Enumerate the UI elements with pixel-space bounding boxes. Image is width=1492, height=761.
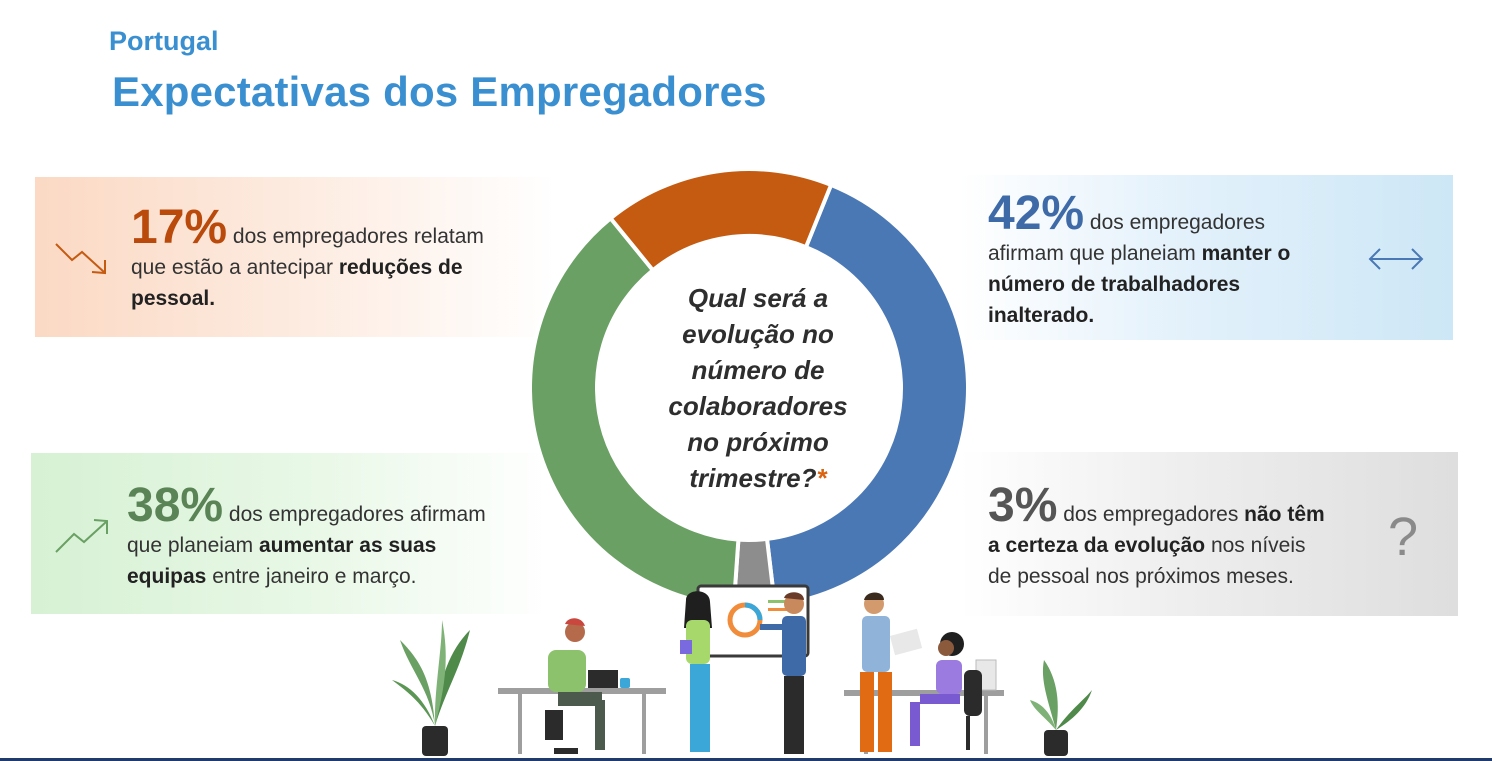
question-asterisk: * [816,463,827,493]
stat-maintain-bold2: número de trabalhadores [988,273,1241,296]
stat-unsure-text3: de pessoal nos próximos meses. [988,565,1294,588]
stat-maintain-value: 42% [988,187,1085,240]
trend-up-icon [55,519,108,553]
stat-unsure-bold2: a certeza da evolução [988,534,1206,557]
stat-reduce-bold: reduções de [338,256,463,279]
plant-left-icon [392,620,470,756]
stat-unsure-text1: dos empregadores [1057,503,1245,526]
plant-right-icon [1030,660,1092,756]
stat-increase-text2: que planeiam [127,534,259,557]
stat-maintain-text2: afirmam que planeiam [988,242,1202,265]
country-label: Portugal [109,26,219,56]
double-arrow-icon [1368,248,1424,270]
trend-down-icon [55,243,106,275]
question-line-5: no próximo [687,427,829,457]
question-line-2: evolução no [682,319,834,349]
office-people-illustration [392,584,1092,756]
question-line-1: Qual será a [687,283,829,313]
page-title: Expectativas dos Empregadores [112,68,767,115]
card-increase [31,453,551,614]
stat-increase-text3: entre janeiro e março. [206,565,417,588]
question-line-6: trimestre? [689,463,817,493]
stat-maintain-bold3: inalterado. [988,304,1095,327]
person-standing-woman-icon [680,591,712,752]
card-reduce [35,177,555,337]
stat-reduce-text1: dos empregadores relatam [227,225,484,248]
person-sitting-woman-icon [910,632,982,750]
person-with-paper-icon [860,592,923,752]
stat-unsure-bold: não têm [1244,503,1325,526]
card-unsure [960,452,1458,616]
stat-reduce-bold2: pessoal. [131,287,216,310]
desk-left-icon [498,670,666,754]
stat-increase: 38% dos empregadores afirmam que planeia… [127,482,547,592]
stat-reduce: 17% dos empregadores relatam que estão a… [131,204,551,314]
stat-maintain-bold: manter o [1201,242,1291,265]
stat-reduce-value: 17% [131,201,228,254]
stat-maintain-text1: dos empregadores [1084,211,1266,234]
stat-reduce-text2: que estão a antecipar [131,256,339,279]
stat-unsure-text2: nos níveis [1205,534,1306,557]
stat-maintain: 42% dos empregadores afirmam que planeia… [988,190,1368,331]
question-line-3: número de [691,355,825,385]
stat-increase-bold: aumentar as suas [258,534,437,557]
person-sitting-left-icon [545,618,605,754]
question-line-4: colaboradores [668,391,848,421]
stat-unsure: 3% dos empregadores não têm a certeza da… [988,482,1388,592]
donut-center-question: Qual será a evolução no número de colabo… [628,280,888,496]
stat-increase-text1: dos empregadores afirmam [223,503,486,526]
stat-increase-value: 38% [127,479,224,532]
stat-increase-bold2: equipas [127,565,207,588]
question-mark-icon: ? [1388,507,1419,567]
bottom-rule [0,758,1492,761]
person-presenting-man-icon [760,592,806,754]
stat-unsure-value: 3% [988,479,1058,532]
donut-slice-3 [528,215,741,609]
donut-slice-4 [607,167,834,274]
